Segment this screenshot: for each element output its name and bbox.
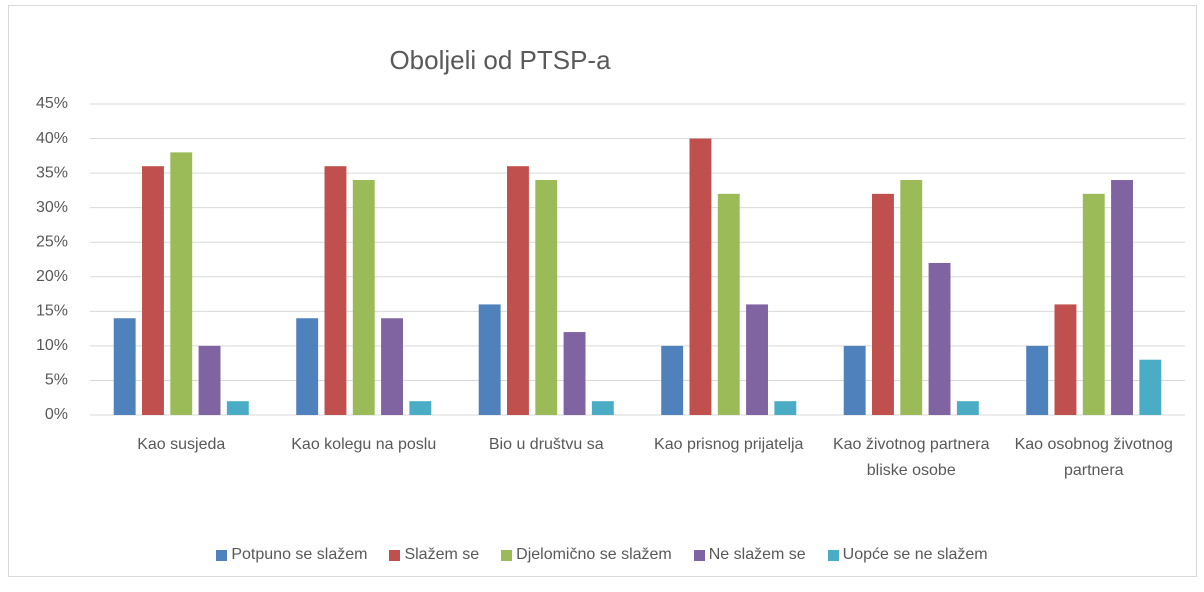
legend-item: Ne slažem se [693, 546, 806, 564]
bar [1111, 180, 1133, 415]
bar [1139, 359, 1162, 415]
legend-item: Potpuno se slažem [216, 546, 367, 564]
x-tick-label: Kao životnog partnera bliske osobe [832, 436, 990, 479]
legend-label: Slažem se [404, 546, 480, 563]
bar [507, 166, 529, 415]
x-tick-label: Kao osobnog životnog partnera [1014, 436, 1173, 479]
legend-swatch [389, 549, 401, 561]
legend-swatch [827, 549, 839, 561]
y-tick-label: 35% [36, 164, 68, 181]
bar [689, 138, 712, 416]
bar [1082, 193, 1105, 415]
x-tick-label: Kao susjeda [137, 436, 226, 453]
bar [296, 318, 319, 415]
x-tick-label: Kao prisnog prijatelja [654, 436, 804, 453]
bar [1054, 304, 1077, 415]
bar [774, 401, 797, 415]
y-tick-label: 25% [36, 233, 68, 250]
y-tick-label: 20% [36, 268, 68, 285]
chart-border [8, 5, 1197, 577]
x-tick-label: Bio u društvu sa [488, 436, 604, 453]
bar [591, 401, 614, 415]
y-tick-label: 30% [36, 199, 68, 216]
bar [226, 401, 249, 415]
y-tick-label: 10% [36, 337, 68, 354]
bar [142, 166, 164, 415]
bar [563, 332, 586, 415]
bar [324, 166, 347, 415]
bar [170, 152, 193, 415]
legend-label: Potpuno se slažem [231, 546, 368, 563]
bar [872, 193, 894, 415]
bar [717, 193, 740, 415]
bar [900, 180, 923, 415]
bar [409, 401, 432, 415]
legend-label: Djelomično se slažem [516, 546, 672, 563]
bar [956, 401, 979, 415]
y-tick-label: 5% [45, 372, 68, 389]
legend-item: Slažem se [389, 546, 479, 564]
legend-item: Uopće se ne slažem [827, 546, 988, 564]
y-tick-label: 45% [36, 95, 68, 112]
bar [661, 345, 684, 415]
bar [746, 304, 768, 415]
y-tick-label: 40% [36, 130, 68, 147]
bar [1026, 345, 1049, 415]
chart-title: Oboljeli od PTSP-a [389, 45, 611, 75]
y-tick-label: 0% [45, 406, 68, 423]
legend-label: Uopće se ne slažem [842, 546, 988, 563]
y-tick-label: 15% [36, 303, 68, 320]
bar [381, 318, 403, 415]
legend-swatch [501, 549, 513, 561]
bar [198, 345, 221, 415]
legend-item: Djelomično se slažem [501, 546, 672, 564]
bar [535, 180, 558, 415]
legend: Potpuno se slažem Slažem se Djelomično se … [0, 546, 1204, 564]
bar [478, 304, 501, 415]
legend-swatch [693, 549, 705, 561]
bar [113, 318, 136, 415]
legend-label: Ne slažem se [708, 546, 806, 563]
x-tick-label: Kao kolegu na poslu [291, 436, 437, 453]
bar [843, 345, 866, 415]
bar [352, 180, 375, 415]
bar [928, 262, 951, 415]
legend-swatch [216, 549, 228, 561]
